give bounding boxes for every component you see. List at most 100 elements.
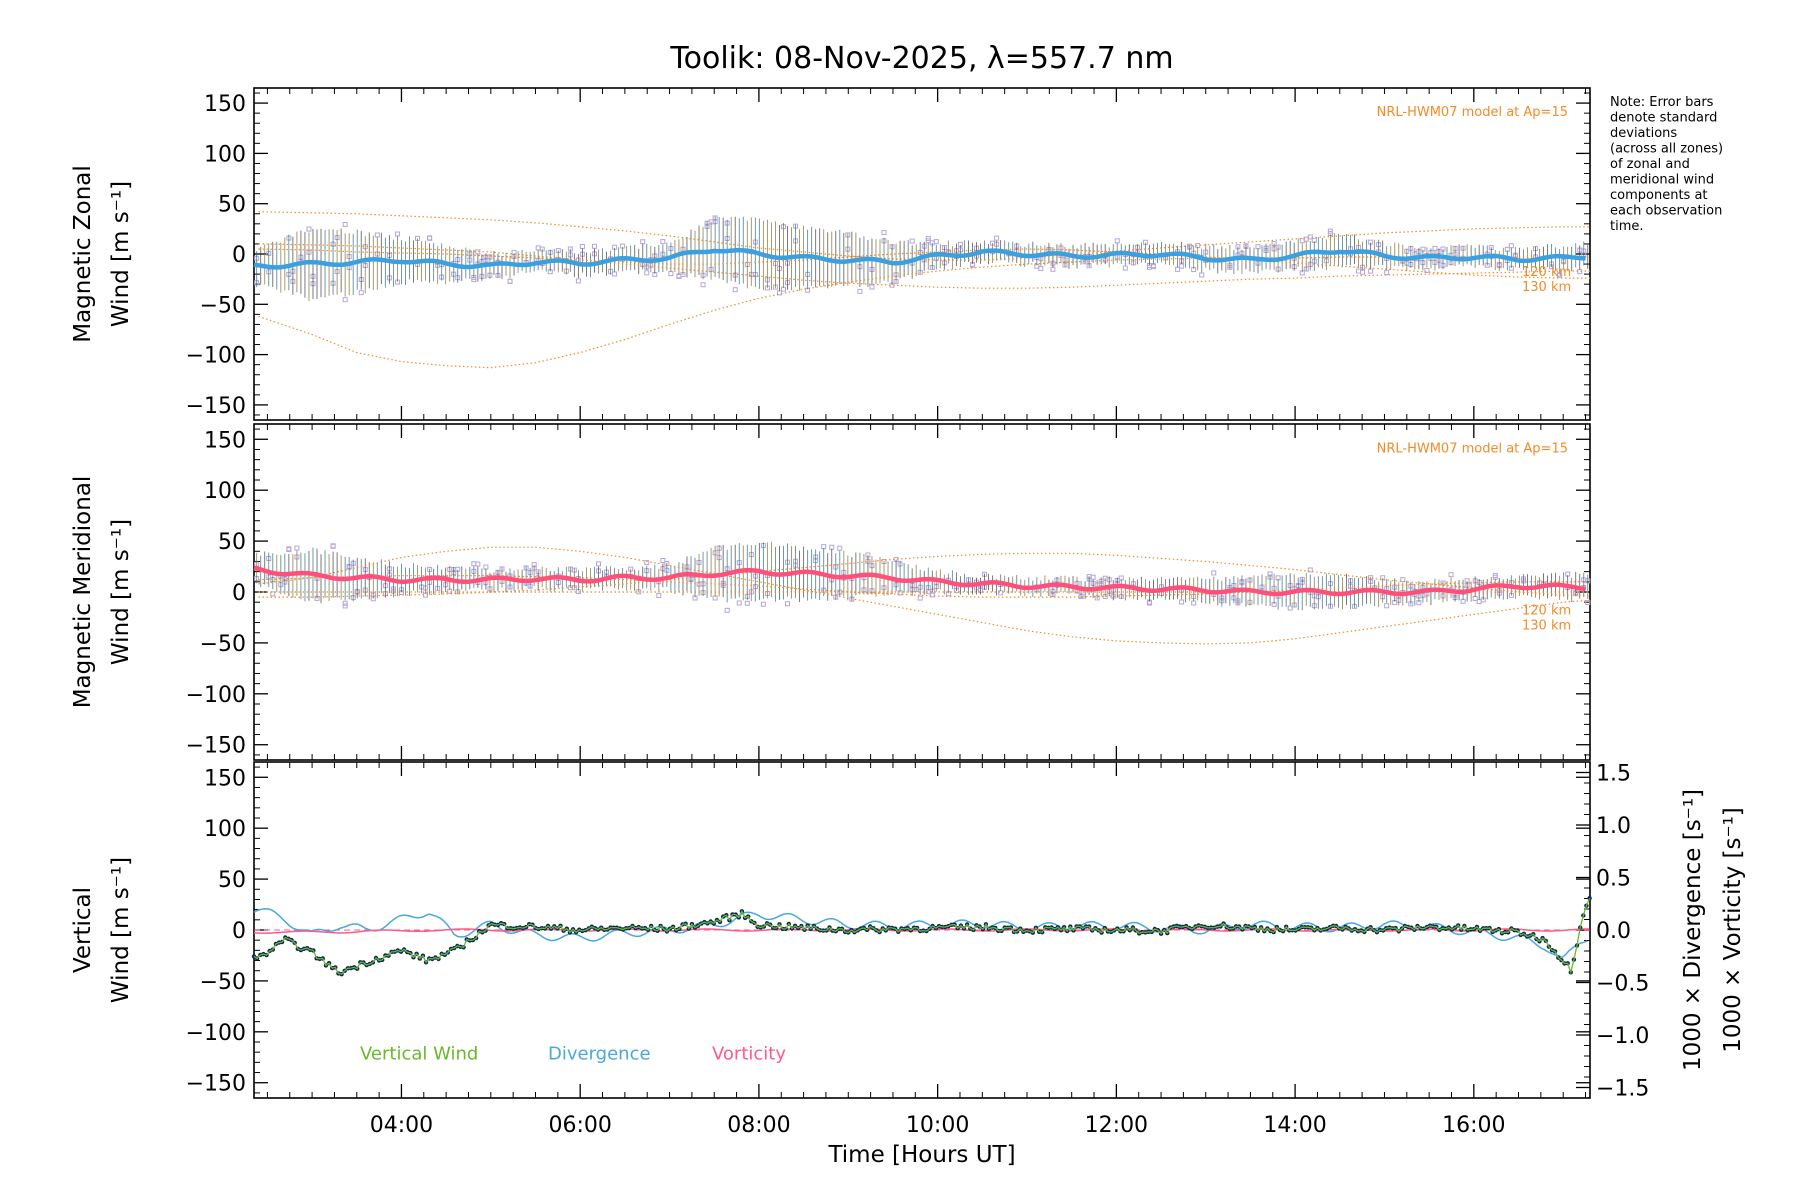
y-tick-label: −100	[186, 344, 246, 369]
y-tick-label: 150	[204, 428, 246, 453]
zone-sample-point	[917, 595, 923, 601]
zone-sample-point	[1384, 603, 1390, 609]
y-tick-label: −50	[200, 970, 246, 995]
zone-sample-point	[829, 544, 835, 550]
zone-sample-point	[475, 249, 481, 255]
y-tick-label: −100	[186, 683, 246, 708]
zone-sample-point	[330, 543, 336, 549]
y2-tick-label: −1.0	[1596, 1024, 1649, 1049]
zone-sample-point	[270, 591, 276, 597]
zone-sample-point	[1255, 244, 1261, 250]
zone-sample-point	[760, 601, 766, 607]
model-curve	[258, 248, 1590, 279]
panel-vertical: 150 100 50 0 −50 −100 −150 Vertical Wind [m s⁻¹]…	[70, 761, 1746, 1138]
note-line: deviations	[1610, 126, 1677, 141]
zone-sample-point	[736, 600, 742, 606]
y-axis-label: Vertical	[70, 887, 96, 973]
zone-sample-point	[857, 288, 863, 294]
zone-sample-point	[1199, 272, 1205, 278]
altitude-label: 130 km	[1522, 280, 1571, 295]
y-axis-label: Wind [m s⁻¹]	[108, 181, 134, 327]
zone-sample-point	[1356, 268, 1362, 274]
zone-sample-point	[612, 271, 618, 277]
legend-item: Divergence	[548, 1043, 651, 1064]
y-tick-label: 0	[232, 919, 246, 944]
vertical-wind-line	[253, 897, 1591, 975]
zone-sample-point	[1175, 266, 1181, 272]
y-tick-label: −150	[186, 1072, 246, 1097]
zonal-wind-line	[253, 247, 1586, 270]
zone-sample-point	[640, 239, 646, 245]
altitude-label: 130 km	[1522, 619, 1571, 634]
model-curve	[258, 211, 1590, 261]
altitude-label: 120 km	[1522, 265, 1571, 280]
y2-tick-label: 1.0	[1596, 814, 1631, 839]
zone-sample-point	[591, 243, 597, 249]
zone-sample-point	[1287, 605, 1293, 611]
y2-tick-label: 1.5	[1596, 762, 1631, 787]
zone-sample-point	[660, 558, 666, 564]
model-curve	[258, 575, 1590, 598]
y2-tick-label: 0.5	[1596, 867, 1631, 892]
zone-sample-point	[507, 278, 513, 284]
zone-sample-point	[933, 239, 939, 245]
panel-meridional: 150 100 50 0 −50 −100 −150 Magnetic Meridional W…	[70, 423, 1591, 761]
y-tick-label: 50	[218, 868, 246, 893]
legend-item: Vertical Wind	[360, 1043, 478, 1064]
x-axis-label: Time [Hours UT]	[827, 1142, 1015, 1168]
zone-sample-point	[1432, 245, 1438, 251]
note-line: Note: Error bars	[1610, 95, 1714, 110]
zone-sample-point	[1191, 600, 1197, 606]
zone-sample-point	[1211, 570, 1217, 576]
zone-sample-point	[668, 271, 674, 277]
zone-sample-point	[644, 270, 650, 276]
zone-sample-point	[1368, 268, 1374, 274]
y-tick-label: −150	[186, 734, 246, 759]
zone-sample-point	[1400, 577, 1406, 583]
zone-sample-point	[1585, 600, 1591, 606]
y-axis-label: Magnetic Zonal	[70, 165, 96, 343]
zone-sample-point	[342, 297, 348, 303]
note-line: each observation	[1610, 204, 1722, 219]
zone-sample-point	[700, 282, 706, 288]
note-line: of zonal and	[1610, 157, 1690, 172]
zone-sample-point	[1557, 272, 1563, 278]
x-tick-label: 04:00	[370, 1113, 433, 1138]
model-label: NRL-HWM07 model at Ap=15	[1377, 105, 1568, 120]
zone-sample-point	[732, 287, 738, 293]
zone-sample-point	[925, 235, 931, 241]
x-tick-label: 10:00	[906, 1113, 969, 1138]
meridional-wind-line	[253, 565, 1586, 597]
y-tick-label: −50	[200, 632, 246, 657]
x-tick-label: 12:00	[1085, 1113, 1148, 1138]
x-tick-label: 06:00	[548, 1113, 611, 1138]
y-axis-label: Wind [m s⁻¹]	[108, 519, 134, 665]
zone-sample-point	[660, 239, 666, 245]
zone-sample-point	[929, 592, 935, 598]
y-tick-label: 150	[204, 92, 246, 117]
model-curve	[258, 243, 1590, 289]
zone-sample-point	[1476, 599, 1482, 605]
zone-sample-point	[744, 600, 750, 606]
zone-sample-point	[1307, 567, 1313, 573]
zone-sample-point	[1384, 270, 1390, 276]
zone-sample-point	[1114, 238, 1120, 244]
y-tick-label: 50	[218, 193, 246, 218]
zone-sample-point	[475, 561, 481, 567]
y-tick-label: −150	[186, 394, 246, 419]
zone-sample-point	[1299, 238, 1305, 244]
y-tick-label: 50	[218, 530, 246, 555]
zone-sample-point	[869, 284, 875, 290]
zone-sample-point	[994, 235, 1000, 241]
model-label: NRL-HWM07 model at Ap=15	[1377, 442, 1568, 457]
note-line: meridional wind	[1610, 173, 1714, 188]
zone-sample-point	[1090, 574, 1096, 580]
zone-sample-point	[724, 607, 730, 613]
zone-sample-point	[1360, 269, 1366, 275]
y2-tick-label: 0.0	[1596, 919, 1631, 944]
y2-tick-label: −0.5	[1596, 972, 1649, 997]
zone-sample-point	[306, 226, 312, 232]
zone-sample-point	[535, 245, 541, 251]
